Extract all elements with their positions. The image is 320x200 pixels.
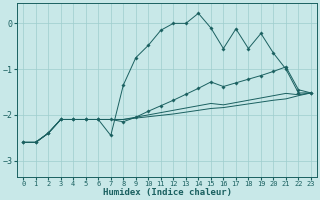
X-axis label: Humidex (Indice chaleur): Humidex (Indice chaleur) bbox=[103, 188, 232, 197]
